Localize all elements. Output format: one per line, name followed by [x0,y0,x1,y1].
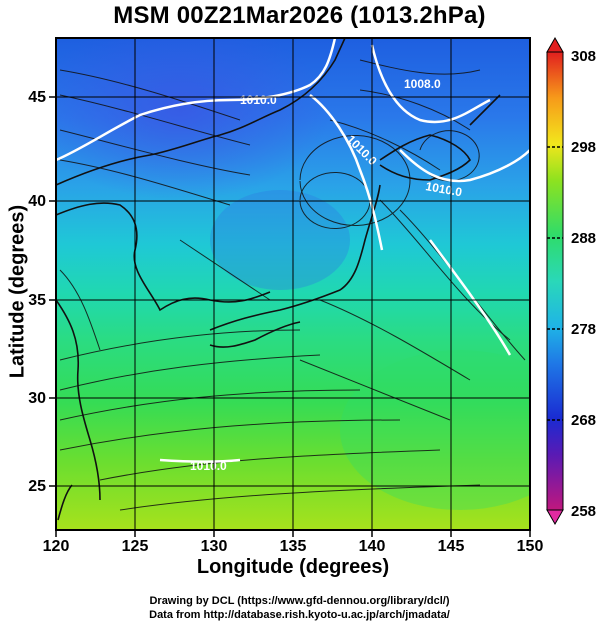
colorbar-tick-label: 298 [571,139,596,156]
isobar-1008 [370,44,491,124]
shikoku-coast [209,321,301,348]
credit-drawing: Drawing by DCL (https://www.gfd-dennou.o… [149,595,450,607]
isobar-south [159,458,241,463]
cold-air-region [56,38,330,200]
map-title: MSM 00Z21Mar2026 (1013.2hPa) [113,2,486,29]
honshu-coast [209,184,381,331]
isobar-label: 1010.0 [424,179,463,199]
cold-pool-sea-of-japan [210,190,350,290]
isobar-label: 1008.0 [404,77,441,91]
taiwan-coast [57,484,73,521]
lat-tick-label: 45 [28,89,46,106]
lat-tick-label: 30 [28,390,46,407]
isobar-south-east [428,239,512,356]
lat-tick-label: 35 [28,292,46,309]
colorbar-max-arrow [546,36,564,53]
colorbar: 308 298 288 278 268 258 [546,36,596,526]
hokkaido-coast [379,134,471,181]
warm-region-east [340,350,530,510]
lon-tick-label: 140 [359,538,386,555]
lon-tick-label: 125 [122,538,149,555]
y-axis-label: Latitude (degrees) [6,204,29,379]
colorbar-gradient [546,51,564,511]
lat-tick-label: 25 [28,478,46,495]
kuril-coast [469,94,501,126]
lon-tick-label: 135 [280,538,307,555]
china-coast [56,299,101,501]
map-plot: 1008.0 1010.0 1010.0 1010.0 1010.0 [56,38,530,530]
colorbar-tick-label: 258 [571,503,596,520]
isobar-1010-east [399,149,530,183]
isobar-1010-center [309,94,384,251]
colorbar-tick-label: 278 [571,321,596,338]
isobars [56,38,530,463]
isobar-label: 1010.0 [190,459,227,473]
axis-ticks [49,96,531,537]
lon-tick-label: 150 [517,538,544,555]
lon-tick-label: 130 [201,538,228,555]
colorbar-tick-label: 288 [571,230,596,247]
colorbar-min-arrow [546,509,564,526]
lon-tick-label: 120 [43,538,70,555]
colorbar-tick-label: 268 [571,412,596,429]
lon-tick-label: 145 [438,538,465,555]
isobar-label: 1010.0 [240,93,277,107]
credit-data: Data from http://database.rish.kyoto-u.a… [149,609,450,621]
colorbar-tick-label: 308 [571,48,596,65]
x-axis-label: Longitude (degrees) [196,556,390,578]
isobar-1010-west [56,38,337,162]
lat-lon-grid [56,38,530,530]
lat-tick-label: 40 [28,193,46,210]
